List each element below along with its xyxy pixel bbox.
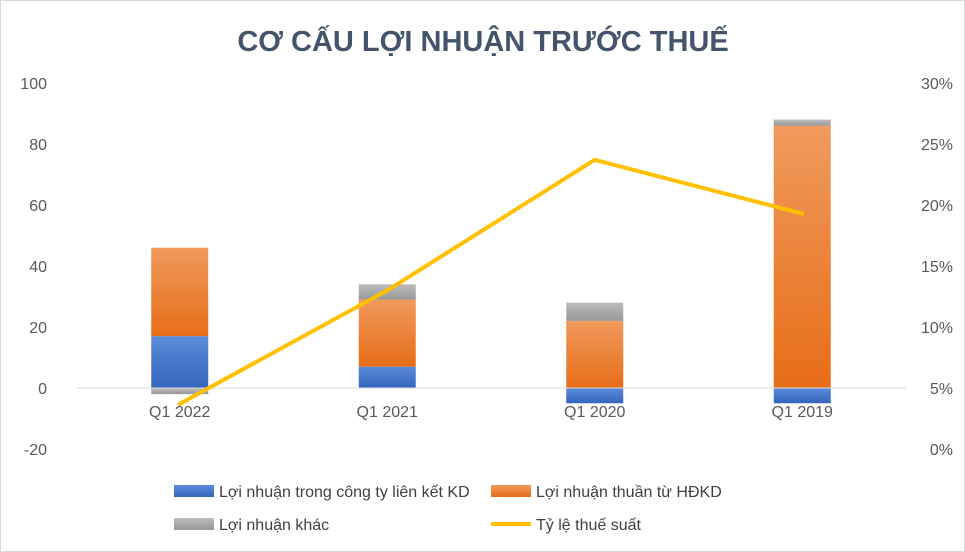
bar-associate-profit (773, 388, 831, 404)
bar-operating-profit (773, 125, 831, 388)
left-axis: 100 80 60 40 20 0 -20 (20, 76, 47, 459)
category-label: Q1 2019 (772, 404, 833, 421)
bar-other-profit (151, 388, 209, 395)
left-axis-tick-label: -20 (24, 442, 47, 459)
bar-operating-profit (151, 247, 209, 337)
legend: Lợi nhuận trong công ty liên kết KD Lợi n… (174, 484, 722, 534)
tax-rate-point (385, 288, 390, 293)
bar-other-profit (773, 119, 831, 126)
legend-label: Tỷ lệ thuế suất (536, 517, 642, 534)
right-axis-tick-label: 5% (930, 381, 953, 398)
right-axis-tick-label: 30% (921, 76, 953, 93)
bar-operating-profit (358, 299, 416, 367)
legend-swatch (491, 485, 531, 497)
right-axis-tick-label: 0% (930, 442, 953, 459)
right-axis-tick-label: 15% (921, 259, 953, 276)
legend-swatch (174, 485, 214, 497)
left-axis-tick-label: 60 (29, 198, 47, 215)
chart-title: CƠ CẤU LỢI NHUẬN TRƯỚC THUẾ (237, 24, 728, 58)
category-label: Q1 2020 (564, 404, 625, 421)
bar-associate-profit (151, 336, 209, 388)
bar-associate-profit (566, 388, 624, 404)
category-labels: Q1 2022 Q1 2021 Q1 2020 Q1 2019 (149, 404, 833, 421)
bar-other-profit (566, 302, 624, 321)
bar-series-group (151, 119, 831, 404)
right-axis: 30% 25% 20% 15% 10% 5% 0% (921, 76, 953, 459)
bar-associate-profit (358, 366, 416, 388)
category-label: Q1 2022 (149, 404, 210, 421)
legend-label: Lợi nhuận khác (219, 517, 329, 534)
right-axis-tick-label: 10% (921, 320, 953, 337)
tax-rate-point (592, 157, 597, 162)
left-axis-tick-label: 100 (20, 76, 47, 93)
legend-label: Lợi nhuận thuần từ HĐKD (536, 484, 722, 501)
tax-rate-point (800, 211, 805, 216)
right-axis-tick-label: 20% (921, 198, 953, 215)
left-axis-tick-label: 20 (29, 320, 47, 337)
tax-rate-line (177, 157, 805, 406)
left-axis-tick-label: 80 (29, 137, 47, 154)
bar-operating-profit (566, 320, 624, 388)
tax-rate-point (177, 401, 182, 406)
line-series-group (177, 157, 805, 406)
legend-swatch (174, 518, 214, 530)
category-label: Q1 2021 (357, 404, 418, 421)
right-axis-tick-label: 25% (921, 137, 953, 154)
legend-label: Lợi nhuận trong công ty liên kết KD (219, 484, 470, 501)
left-axis-tick-label: 40 (29, 259, 47, 276)
left-axis-tick-label: 0 (38, 381, 47, 398)
